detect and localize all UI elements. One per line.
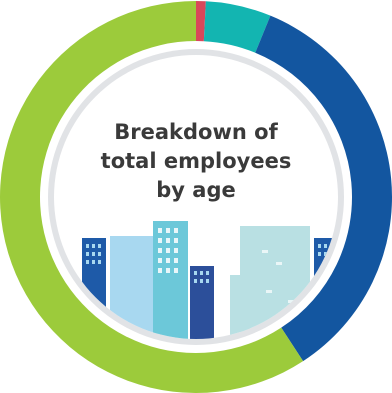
donut-slice-2	[255, 15, 392, 362]
donut-slice-0	[196, 1, 206, 42]
mid-windows	[194, 271, 209, 283]
left-windows	[86, 244, 101, 264]
tower-windows	[158, 228, 178, 273]
title-line-1: Breakdown of	[114, 120, 278, 144]
building-navy-mid	[190, 266, 214, 339]
building-pale-right-step	[230, 275, 250, 339]
donut-slice-1	[203, 1, 271, 53]
city-skyline-illustration	[82, 221, 338, 339]
pale-windows	[262, 250, 294, 303]
title-line-3: by age	[156, 178, 235, 202]
chart-title: Breakdown of total employees by age	[101, 120, 292, 202]
title-line-2: total employees	[101, 149, 292, 173]
donut-slice-3	[0, 1, 304, 393]
